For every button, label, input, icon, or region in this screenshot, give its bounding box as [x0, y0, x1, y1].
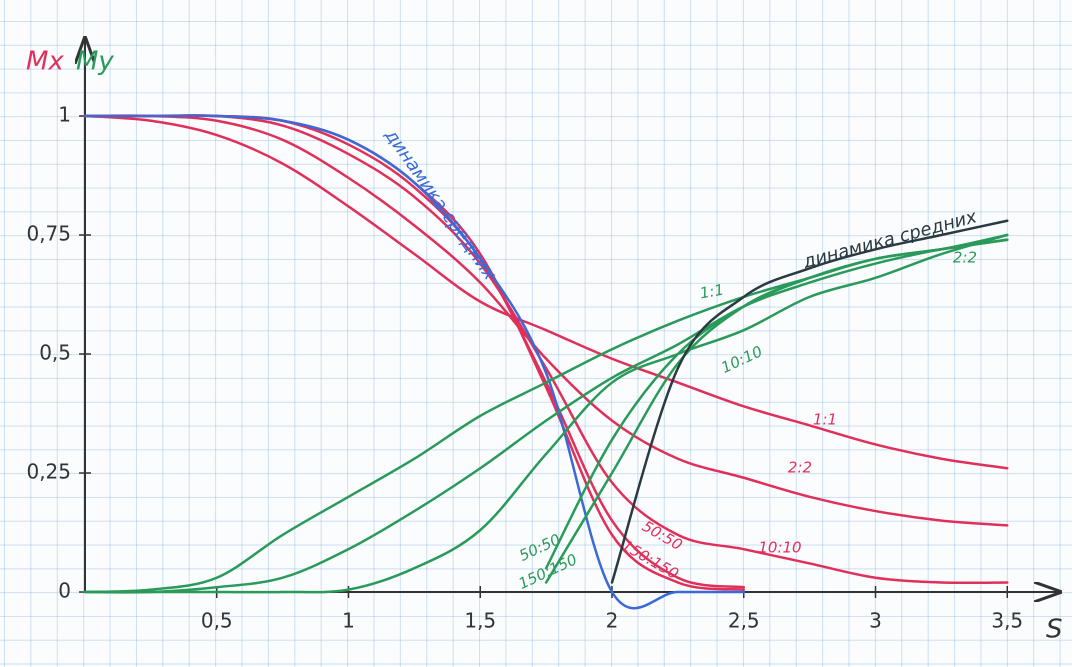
x-axis-label: S	[1046, 615, 1063, 645]
x-tick-label: 1,5	[464, 609, 496, 633]
y-axis-label: My	[76, 47, 114, 77]
chart: 0,5 1 1,5 2 2,5 3 3,5 0 0,25 0,5 0,75 1 Mx My S 1:1 2:2 1…	[0, 0, 1072, 667]
y-tick-label: 1	[58, 103, 71, 127]
x-tick-label: 3	[869, 609, 882, 633]
y-axis-label: Mx	[26, 47, 64, 77]
series-line	[85, 116, 1007, 526]
series-label: 10:10	[758, 539, 801, 557]
series-label: 10:10	[718, 342, 765, 377]
page: {"chart_data": {"type": "line", "y_label…	[0, 0, 1072, 667]
y-tick-label: 0,5	[39, 341, 71, 365]
series-label: 1:1	[698, 281, 725, 303]
y-tick-label: 0,25	[26, 460, 71, 484]
y-tick-label: 0	[58, 579, 71, 603]
series-label: 1:1	[813, 411, 837, 429]
x-tick-label: 2,5	[728, 609, 760, 633]
x-tick-label: 2	[606, 609, 619, 633]
series-label: динамика средних	[380, 125, 501, 285]
x-tick-label: 3,5	[991, 609, 1023, 633]
series-label: 2:2	[788, 459, 812, 477]
series-line	[85, 116, 1007, 468]
y-tick-label: 0,75	[26, 222, 71, 246]
series-line	[612, 221, 1007, 583]
series-label: 2:2	[953, 249, 977, 267]
x-tick-label: 1	[342, 609, 355, 633]
x-tick-label: 0,5	[201, 609, 233, 633]
series-line	[85, 115, 1007, 583]
